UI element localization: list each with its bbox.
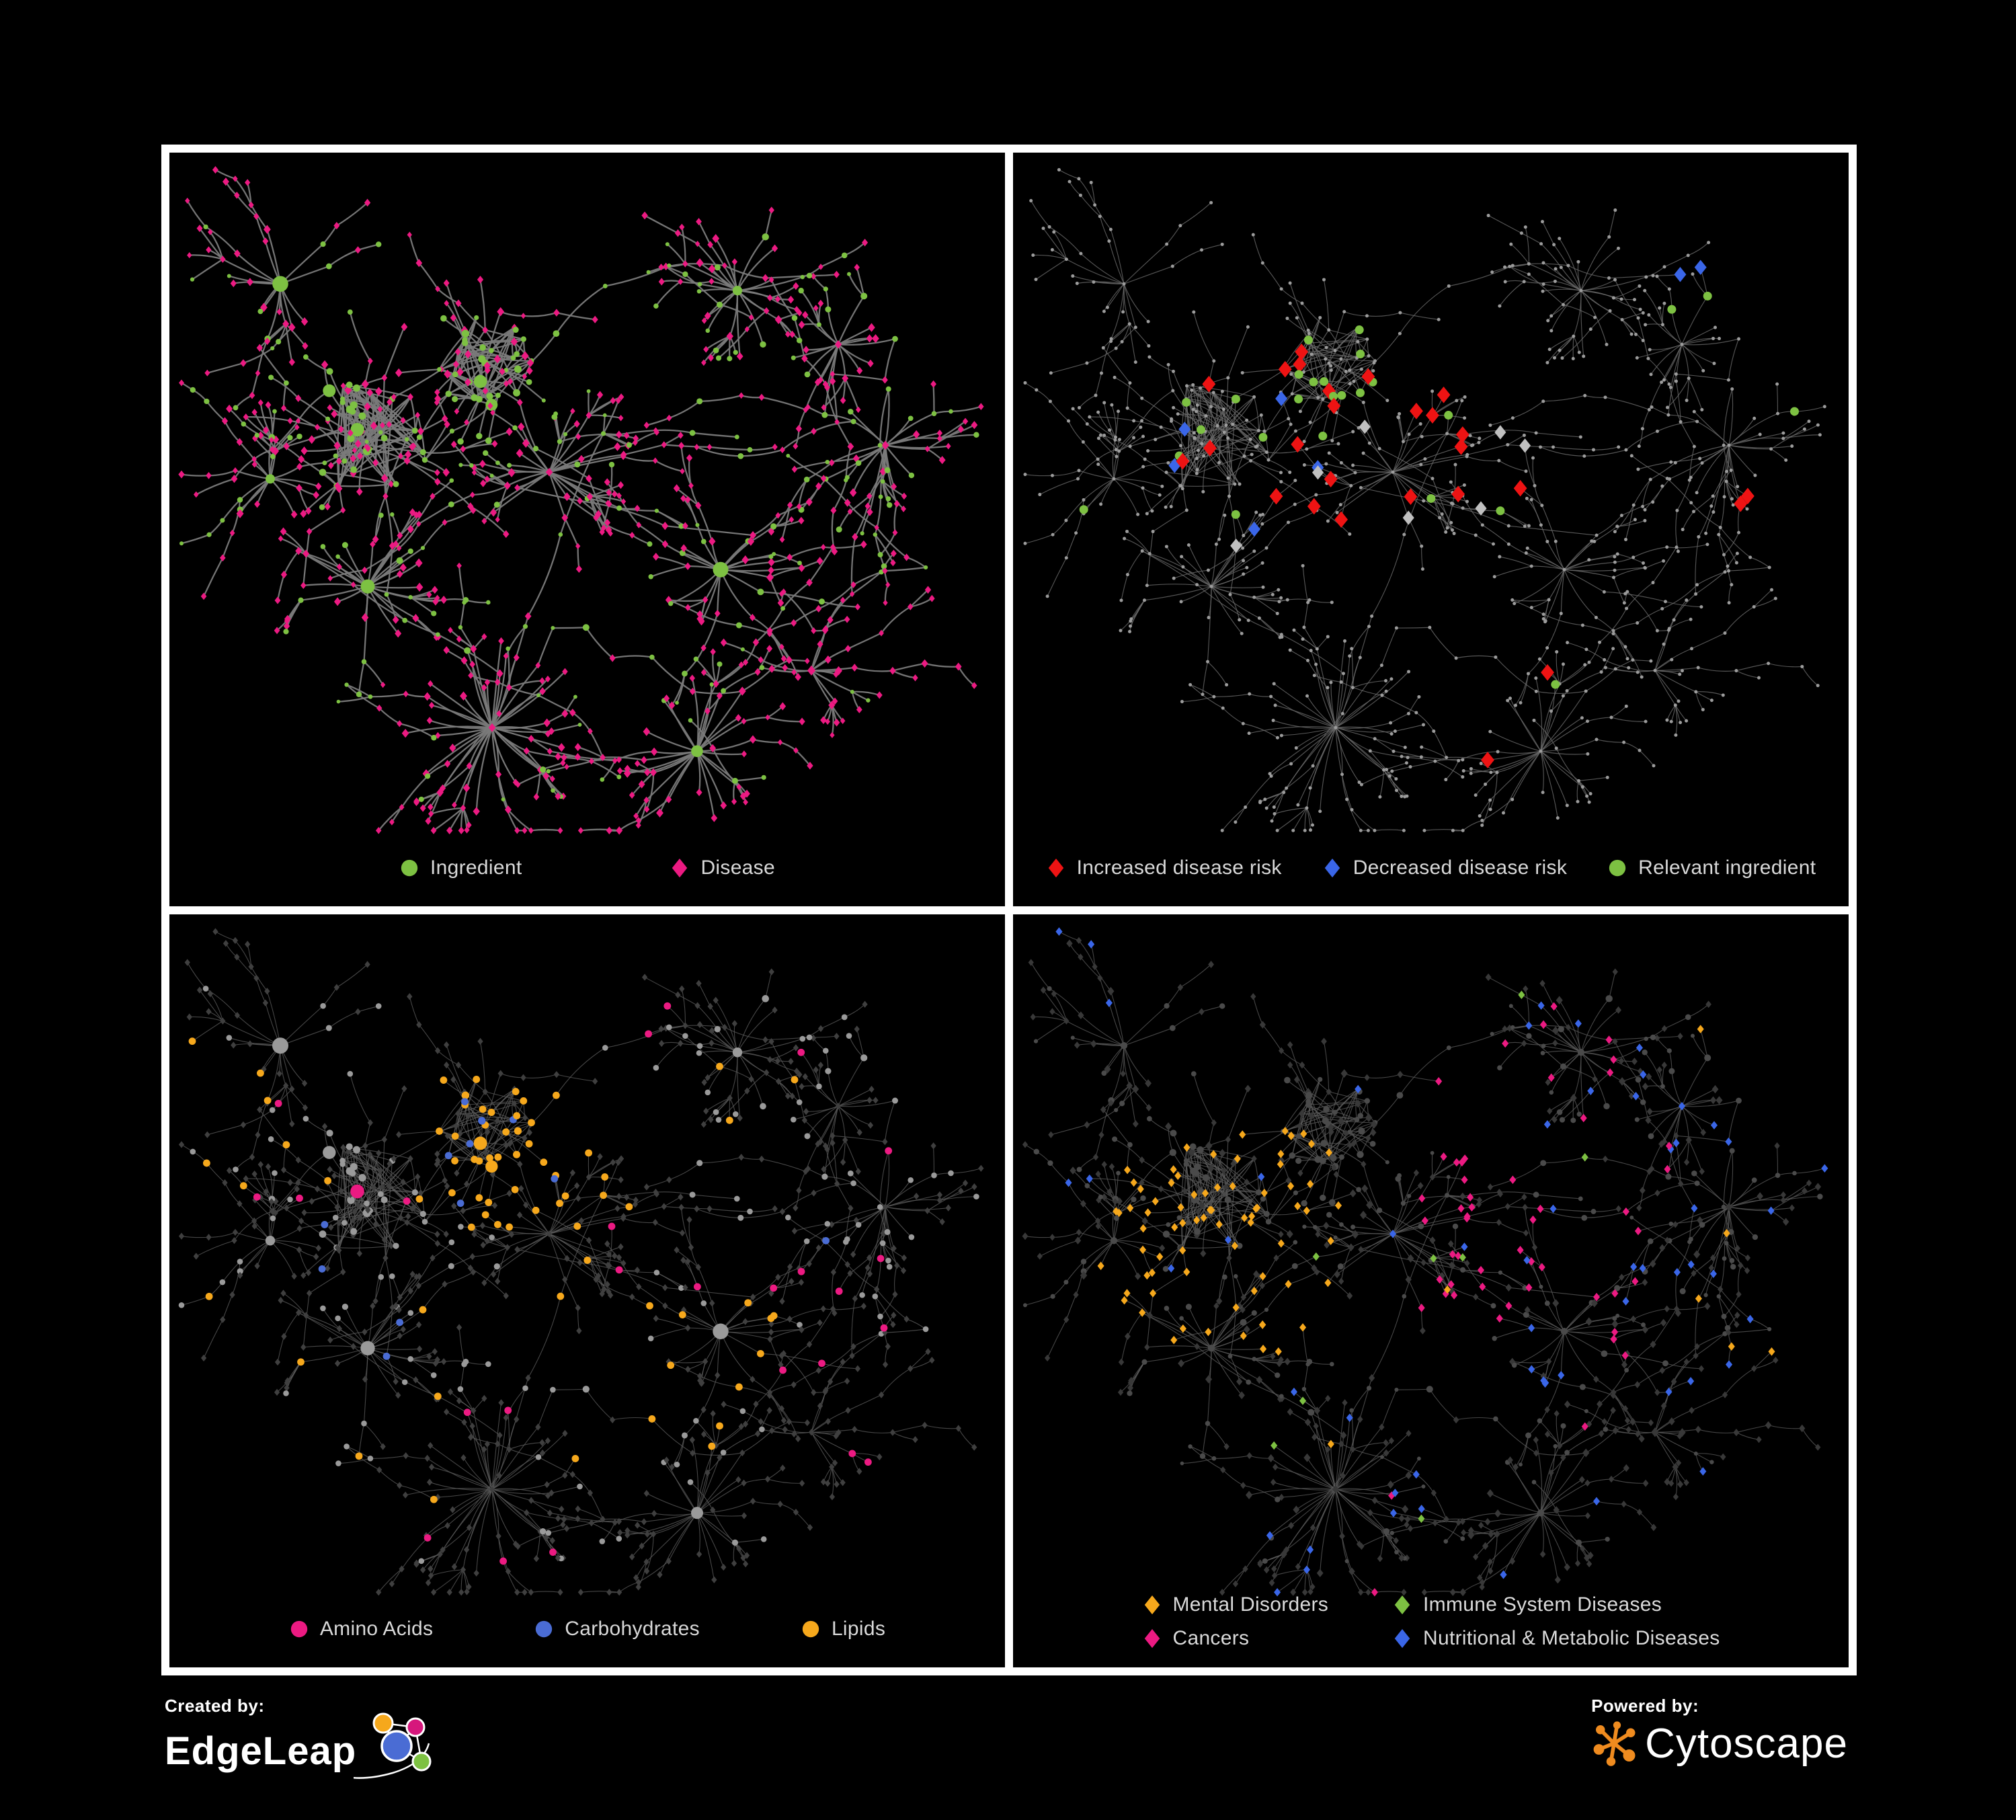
legend-item: Amino Acids	[289, 1618, 433, 1640]
diamond-swatch-icon	[672, 858, 688, 877]
legend-label: Increased disease risk	[1076, 856, 1282, 879]
legend-disease-risk: Increased disease risk Decreased disease …	[1013, 857, 1849, 879]
legend-ingredient-disease: Ingredient Disease	[169, 857, 1005, 879]
legend-label: Relevant ingredient	[1638, 856, 1816, 879]
legend-label: Immune System Diseases	[1423, 1593, 1662, 1616]
legend-item: Cancers	[1142, 1627, 1329, 1650]
diamond-swatch-icon	[1324, 858, 1340, 877]
edgeleap-logo-icon	[354, 1712, 432, 1779]
circle-swatch-icon	[290, 1620, 308, 1638]
legend-label: Nutritional & Metabolic Diseases	[1423, 1627, 1720, 1649]
legend-disease-classes: Mental Disorders Immune System Diseases Ca…	[1013, 1593, 1849, 1650]
powered-by-block: Powered by:	[1591, 1696, 1848, 1768]
legend-label: Mental Disorders	[1172, 1593, 1329, 1616]
created-by-block: Created by: EdgeLeap	[165, 1696, 440, 1784]
legend-item: Immune System Diseases	[1392, 1593, 1720, 1616]
legend-label: Disease	[700, 856, 775, 879]
panel-ingredient-disease: Ingredient Disease	[169, 153, 1005, 906]
panel-disease-risk: Increased disease risk Decreased disease …	[1013, 153, 1849, 906]
legend-label: Carbohydrates	[565, 1618, 700, 1640]
circle-swatch-icon	[802, 1620, 819, 1638]
edgeleap-brand: EdgeLeap	[165, 1712, 440, 1784]
legend-item: Relevant ingredient	[1607, 857, 1816, 879]
legend-nutrient-classes: Amino Acids Carbohydrates Lipids	[169, 1618, 1005, 1640]
legend-item: Lipids	[801, 1618, 885, 1640]
network-graph	[1023, 168, 1826, 832]
legend-item: Disease	[670, 856, 775, 879]
circle-swatch-icon	[536, 1620, 553, 1638]
diamond-swatch-icon	[1048, 858, 1063, 877]
network-graph	[178, 165, 984, 835]
legend-label: Ingredient	[430, 856, 522, 879]
legend-label: Decreased disease risk	[1353, 856, 1568, 879]
diamond-swatch-icon	[1144, 1628, 1160, 1649]
diamond-swatch-icon	[1394, 1628, 1410, 1649]
legend-label: Cancers	[1172, 1627, 1250, 1649]
legend-item: Increased disease risk	[1046, 857, 1282, 879]
legend-item: Decreased disease risk	[1322, 857, 1567, 879]
legend-item: Mental Disorders	[1142, 1593, 1329, 1616]
circle-swatch-icon	[1609, 859, 1626, 876]
diamond-swatch-icon	[1144, 1595, 1160, 1615]
panel-nutrient-classes: Amino Acids Carbohydrates Lipids	[169, 914, 1005, 1667]
diamond-swatch-icon	[1394, 1595, 1410, 1615]
legend-item: Ingredient	[399, 857, 522, 879]
cytoscape-logo-icon	[1593, 1721, 1636, 1766]
created-by-label: Created by:	[165, 1696, 265, 1716]
legend-label: Lipids	[831, 1618, 886, 1640]
network-graph	[1022, 926, 1828, 1597]
cytoscape-brand: Cytoscape	[1591, 1719, 1848, 1768]
edgeleap-wordmark: EdgeLeap	[165, 1729, 357, 1773]
legend-label: Amino Acids	[319, 1618, 434, 1640]
panel-disease-classes: Mental Disorders Immune System Diseases Ca…	[1013, 914, 1849, 1667]
legend-item: Carbohydrates	[534, 1618, 700, 1640]
cytoscape-wordmark: Cytoscape	[1645, 1720, 1848, 1767]
footer: Created by: EdgeLeap Powered by:	[165, 1696, 1848, 1784]
powered-by-label: Powered by:	[1591, 1696, 1699, 1716]
legend-item: Nutritional & Metabolic Diseases	[1392, 1627, 1720, 1650]
network-graph	[178, 927, 984, 1595]
panel-grid: Ingredient Disease Increased disease risk…	[161, 145, 1857, 1675]
circle-swatch-icon	[401, 859, 418, 876]
